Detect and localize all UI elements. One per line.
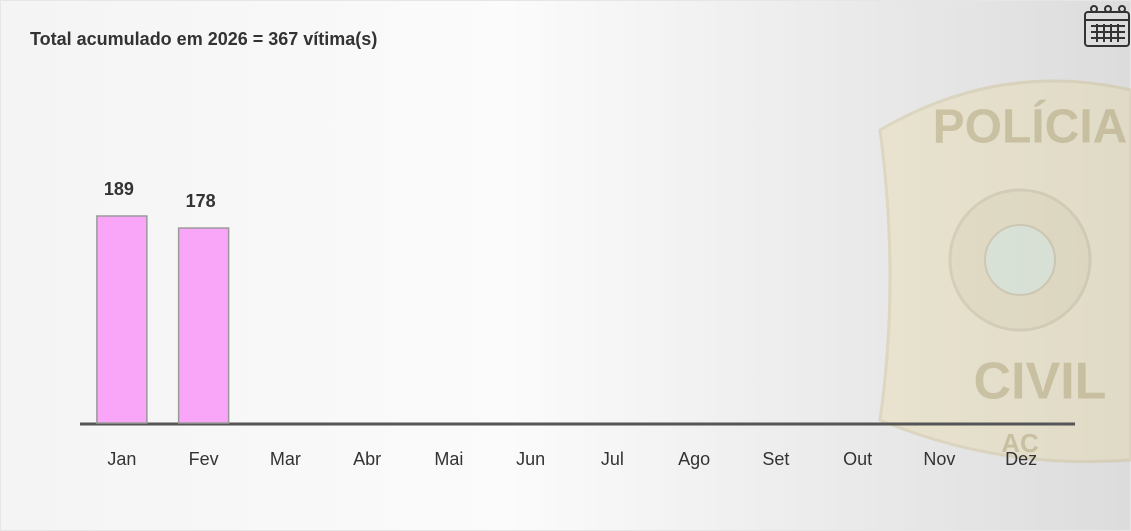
data-label: 189: [104, 179, 134, 199]
x-tick-label: Mar: [270, 449, 301, 469]
x-tick-label: Mai: [434, 449, 463, 469]
bar: [96, 215, 148, 424]
calendar-icon[interactable]: [1084, 5, 1130, 47]
x-tick-label: Abr: [353, 449, 381, 469]
x-tick-label: Out: [843, 449, 872, 469]
x-tick-label: Ago: [678, 449, 710, 469]
x-tick-label: Fev: [189, 449, 219, 469]
x-tick-label: Jan: [107, 449, 136, 469]
x-tick-label: Jun: [516, 449, 545, 469]
x-tick-label: Dez: [1005, 449, 1037, 469]
x-tick-label: Nov: [923, 449, 955, 469]
watermark-text: CIVIL: [974, 353, 1107, 411]
x-tick-label: Jul: [601, 449, 624, 469]
data-label: 178: [186, 191, 216, 211]
watermark-badge: [878, 79, 1131, 464]
watermark-text: POLÍCIA: [933, 100, 1128, 154]
x-tick-label: Set: [762, 449, 789, 469]
bar: [177, 227, 230, 424]
chart-title: Total acumulado em 2026 = 367 vítima(s): [30, 29, 377, 49]
watermark-text: AC: [1001, 428, 1039, 458]
